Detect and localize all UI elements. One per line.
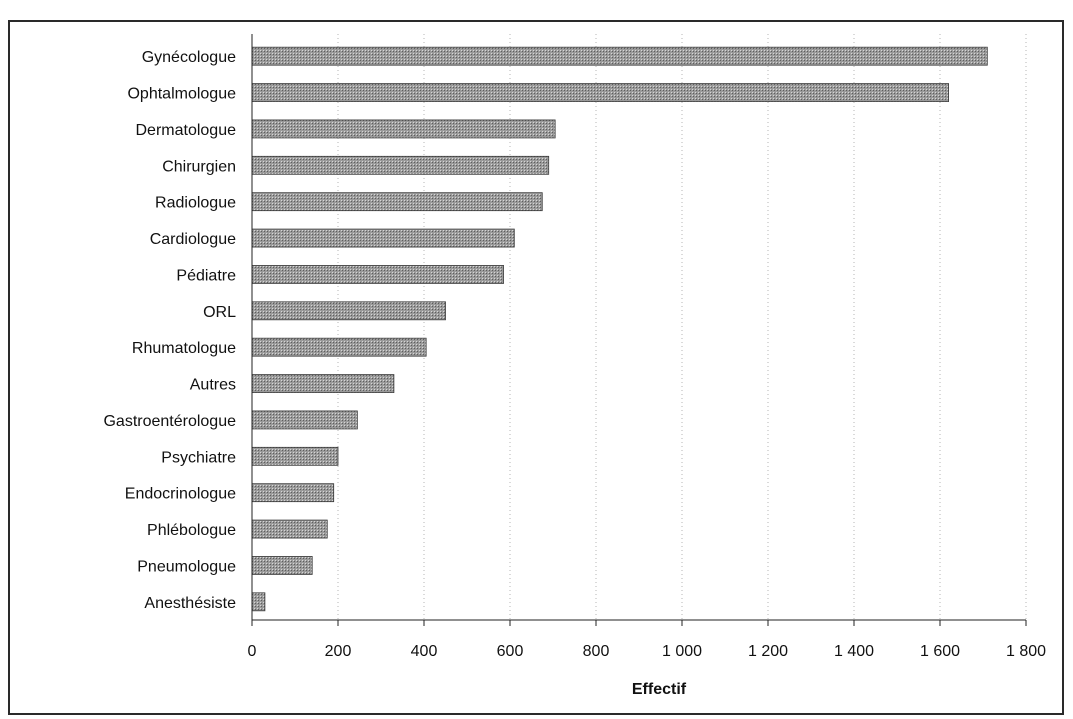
bar (251, 119, 556, 139)
category-label: Cardiologue (150, 231, 236, 248)
bar (251, 192, 543, 212)
x-tick-label: 1 200 (748, 643, 788, 660)
x-tick-label: 0 (248, 643, 257, 660)
category-label: Radiologue (155, 195, 236, 212)
category-label: Autres (190, 377, 236, 394)
category-labels: Gynécologue Ophtalmologue Dermatologue Chir… (103, 49, 236, 612)
bar (251, 46, 988, 66)
category-label: Gynécologue (142, 49, 236, 66)
category-label: ORL (203, 304, 236, 321)
x-tick-labels: 0 200 400 600 800 1 000 1 200 1 400 1 600 1 800 (248, 620, 1046, 660)
category-label: Ophtalmologue (127, 86, 236, 103)
x-tick-label: 600 (497, 643, 524, 660)
bar (251, 301, 446, 321)
bar (251, 265, 504, 284)
x-tick-label: 1 600 (920, 643, 960, 660)
bar (251, 410, 358, 430)
category-label: Pédiatre (176, 267, 236, 284)
bar (251, 483, 335, 503)
x-tick-label: 1 400 (834, 643, 874, 660)
bar (251, 337, 427, 357)
x-tick-label: 1 800 (1006, 643, 1046, 660)
bar (251, 374, 395, 393)
category-label: Endocrinologue (125, 486, 236, 503)
category-label: Phlébologue (147, 522, 236, 539)
category-label: Chirurgien (162, 158, 236, 175)
category-label: Rhumatologue (132, 340, 236, 357)
bar (251, 446, 339, 466)
bar (251, 83, 949, 102)
x-axis-title: Effectif (632, 681, 687, 698)
category-label: Gastroentérologue (103, 413, 236, 430)
bar (251, 228, 515, 248)
x-tick-label: 1 000 (662, 643, 702, 660)
bars (251, 46, 988, 612)
x-tick-label: 400 (411, 643, 438, 660)
x-tick-label: 200 (325, 643, 352, 660)
category-label: Pneumologue (137, 558, 236, 575)
category-label: Dermatologue (136, 122, 237, 139)
bar (251, 155, 550, 175)
category-label: Anesthésiste (144, 595, 236, 612)
x-tick-label: 800 (583, 643, 610, 660)
bar (251, 592, 266, 612)
bar (251, 556, 313, 575)
category-label: Psychiatre (161, 449, 236, 466)
gridlines (337, 34, 1027, 620)
x-axis (251, 34, 1026, 621)
bar (251, 519, 328, 539)
